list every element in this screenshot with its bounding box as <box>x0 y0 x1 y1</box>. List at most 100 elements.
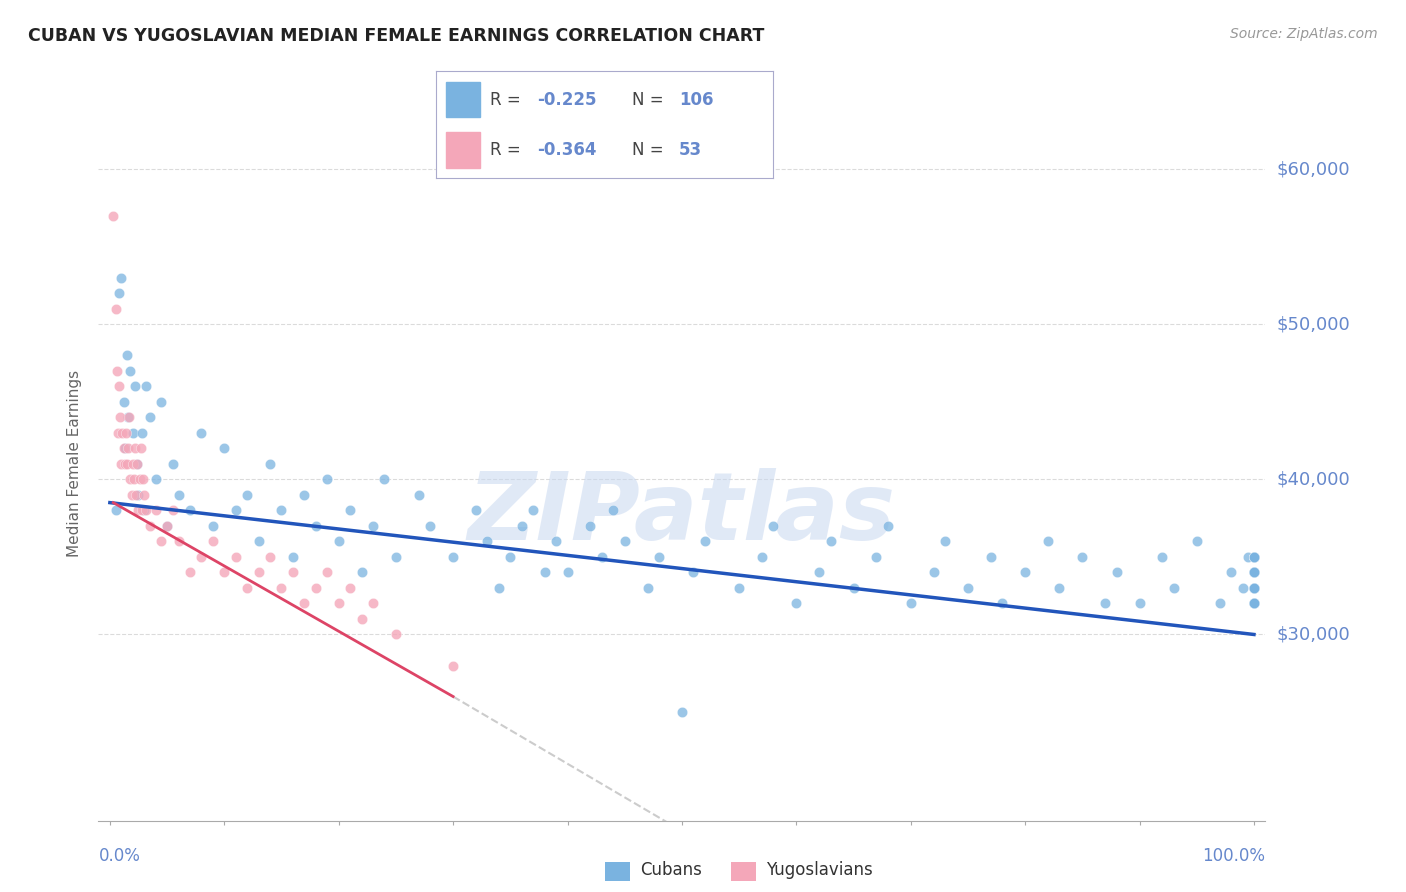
Point <box>214 566 236 580</box>
Point <box>132 472 155 486</box>
Point <box>785 597 807 611</box>
Point <box>120 364 142 378</box>
Point <box>111 425 134 440</box>
Point <box>120 472 142 486</box>
Point <box>128 472 150 486</box>
Point <box>1036 534 1059 549</box>
Point <box>117 410 139 425</box>
Point <box>1243 597 1265 611</box>
Point <box>134 488 156 502</box>
Point <box>339 581 361 595</box>
Point <box>1163 581 1185 595</box>
Point <box>361 519 384 533</box>
Point <box>579 519 602 533</box>
Point <box>112 394 135 409</box>
Text: 106: 106 <box>679 91 713 109</box>
Point <box>225 549 247 564</box>
Point <box>316 566 339 580</box>
Point <box>162 503 184 517</box>
Point <box>104 301 127 316</box>
Point <box>270 581 292 595</box>
Text: CUBAN VS YUGOSLAVIAN MEDIAN FEMALE EARNINGS CORRELATION CHART: CUBAN VS YUGOSLAVIAN MEDIAN FEMALE EARNI… <box>28 27 765 45</box>
Point <box>671 705 693 719</box>
Y-axis label: Median Female Earnings: Median Female Earnings <box>67 370 83 558</box>
Point <box>488 581 510 595</box>
Point <box>842 581 865 595</box>
Point <box>1243 566 1265 580</box>
Point <box>292 488 315 502</box>
Point <box>682 566 704 580</box>
Point <box>270 503 292 517</box>
Point <box>127 457 149 471</box>
Point <box>150 394 173 409</box>
Point <box>108 410 131 425</box>
Point <box>156 519 179 533</box>
Point <box>122 472 145 486</box>
Point <box>1243 597 1265 611</box>
Point <box>477 534 499 549</box>
Point <box>465 503 488 517</box>
Point <box>1243 581 1265 595</box>
Point <box>441 549 464 564</box>
Point <box>305 519 328 533</box>
Point <box>118 410 141 425</box>
Text: $30,000: $30,000 <box>1277 625 1350 643</box>
Point <box>1243 597 1265 611</box>
Point <box>1243 566 1265 580</box>
Point <box>135 503 157 517</box>
Point <box>201 534 224 549</box>
Point <box>544 534 567 549</box>
Point <box>1243 566 1265 580</box>
Point <box>292 597 315 611</box>
Point <box>980 549 1002 564</box>
Point <box>127 503 149 517</box>
Point <box>419 519 441 533</box>
Point <box>350 612 373 626</box>
Point <box>1232 581 1254 595</box>
Point <box>131 503 153 517</box>
Point <box>105 364 128 378</box>
Point <box>236 581 259 595</box>
Point <box>1243 581 1265 595</box>
Text: R =: R = <box>489 141 526 159</box>
Point <box>121 457 143 471</box>
Point <box>900 597 922 611</box>
Point <box>104 503 127 517</box>
Point <box>510 519 533 533</box>
Point <box>728 581 751 595</box>
Point <box>1243 549 1265 564</box>
Point <box>441 658 464 673</box>
Point <box>167 534 190 549</box>
Point <box>1243 549 1265 564</box>
Point <box>125 488 148 502</box>
Point <box>103 209 125 223</box>
Point <box>1071 549 1094 564</box>
Point <box>1243 566 1265 580</box>
Bar <box>446 82 479 118</box>
Point <box>361 597 384 611</box>
Text: $40,000: $40,000 <box>1277 470 1350 488</box>
Point <box>876 519 898 533</box>
Point <box>179 566 201 580</box>
Point <box>139 410 162 425</box>
Point <box>129 442 152 456</box>
Point <box>247 566 270 580</box>
Point <box>602 503 624 517</box>
Text: 0.0%: 0.0% <box>98 847 141 865</box>
Point <box>150 534 173 549</box>
Point <box>328 534 350 549</box>
Point <box>648 549 671 564</box>
Point <box>1208 597 1230 611</box>
Point <box>1185 534 1208 549</box>
Text: ZIPatlas: ZIPatlas <box>468 467 896 560</box>
Point <box>1243 581 1265 595</box>
Point <box>201 519 224 533</box>
Text: $60,000: $60,000 <box>1277 160 1350 178</box>
Point <box>373 472 395 486</box>
Point <box>110 457 132 471</box>
Point <box>108 379 131 393</box>
Point <box>190 425 212 440</box>
Text: 53: 53 <box>679 141 702 159</box>
Point <box>135 379 157 393</box>
Point <box>1243 549 1265 564</box>
